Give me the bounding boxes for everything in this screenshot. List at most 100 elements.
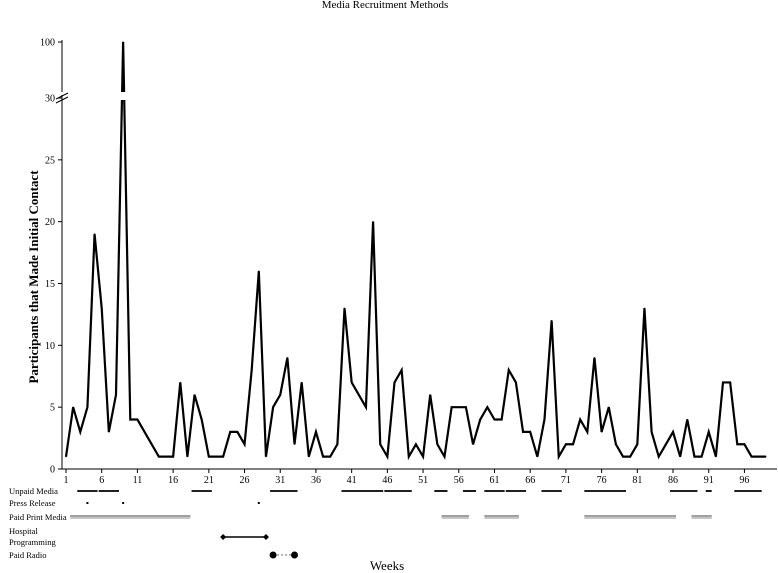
data-point (136, 418, 139, 421)
data-point (286, 357, 288, 359)
chart-title: Media Recruitment Methods (322, 0, 448, 11)
data-point (536, 456, 538, 458)
data-point (522, 431, 524, 433)
data-point (293, 443, 296, 445)
data-point (658, 456, 660, 458)
data-point (386, 456, 388, 458)
data-point (565, 443, 567, 445)
data-point (586, 431, 588, 433)
x-tick-label: 86 (668, 475, 678, 486)
data-point (750, 456, 753, 458)
methods-layer: Unpaid Media Press Release Paid Print Medi… (9, 486, 762, 560)
data-point (551, 320, 553, 322)
x-tick-label: 6 (99, 475, 104, 486)
y-tick-label: 5 (50, 403, 55, 414)
data-point (729, 381, 731, 384)
data-point (236, 431, 238, 433)
data-point (243, 443, 246, 445)
data-point (493, 418, 496, 421)
data-point (401, 369, 403, 371)
y-tick-label: 10 (45, 341, 55, 352)
data-point (265, 456, 267, 458)
x-tick-label: 56 (454, 475, 464, 486)
data-point (222, 456, 224, 458)
data-point (372, 221, 374, 223)
method-label-line: Paid Print Media (9, 512, 67, 522)
y-tick-label: 15 (45, 279, 55, 290)
series-line (64, 41, 766, 461)
data-point (115, 394, 117, 396)
axes (55, 40, 777, 470)
data-point (665, 443, 667, 445)
method-label: Paid Print Media (9, 512, 67, 522)
x-tick-label: 46 (382, 475, 392, 486)
data-point (629, 456, 631, 458)
axis-break-mark (55, 96, 69, 104)
data-point (451, 406, 453, 408)
data-point (736, 443, 738, 445)
x-tick-label: 41 (347, 475, 357, 486)
data-point (101, 307, 103, 309)
data-point (193, 394, 196, 396)
y-tick-label: 25 (45, 155, 55, 166)
data-point (79, 431, 81, 433)
data-point (329, 456, 331, 458)
data-point (501, 418, 503, 421)
data-point (608, 406, 610, 408)
data-point (179, 381, 181, 384)
data-point (622, 456, 624, 458)
data-point (93, 233, 96, 235)
data-point (258, 270, 260, 272)
method-label: Hospital Programming (9, 526, 56, 547)
method-label-line: Hospital (9, 526, 38, 536)
data-point (479, 418, 481, 421)
y-ticks: 0 5 10 15 20 25 30 100 (40, 38, 62, 476)
data-point (343, 307, 346, 309)
data-point (272, 406, 274, 408)
data-point (358, 394, 360, 396)
y-tick-label: 0 (50, 465, 55, 476)
data-point (679, 456, 681, 458)
x-tick-label: 96 (739, 475, 749, 486)
data-point (165, 456, 167, 458)
data-point (436, 443, 438, 445)
data-point (429, 394, 431, 396)
method-label-line: Press Release (9, 498, 56, 508)
data-point (765, 456, 767, 458)
x-ticks: 1 6 11 16 21 26 31 36 41 46 51 56 61 66 71 76 81 86 91 96 (64, 469, 749, 486)
method-endpoint (220, 534, 227, 540)
y-tick-label: 30 (45, 94, 55, 105)
data-point (143, 431, 146, 433)
data-point (251, 369, 253, 371)
data-point (758, 456, 760, 458)
data-point (158, 456, 160, 458)
data-point (415, 443, 417, 445)
data-point (122, 41, 124, 43)
x-tick-label: 51 (418, 475, 428, 486)
x-tick-label: 76 (597, 475, 607, 486)
data-point (108, 431, 110, 433)
x-tick-label: 66 (525, 475, 535, 486)
data-point (301, 381, 303, 384)
method-label-line: Unpaid Media (9, 486, 58, 496)
method-endpoint (269, 551, 277, 559)
data-point (201, 418, 203, 421)
method-point (122, 502, 125, 504)
x-tick-label: 81 (632, 475, 642, 486)
data-point (529, 431, 531, 433)
data-point (351, 381, 353, 384)
data-point (336, 443, 338, 445)
data-point (508, 369, 510, 371)
data-point (172, 456, 174, 458)
data-point (151, 443, 153, 445)
data-point (379, 443, 381, 445)
series-layer (64, 41, 767, 461)
method-endpoint (262, 534, 269, 540)
data-point (579, 418, 581, 421)
data-point (458, 406, 460, 408)
method-label-line: Paid Radio (9, 550, 47, 560)
data-point (315, 431, 317, 433)
data-point (722, 381, 724, 384)
data-point (86, 406, 89, 408)
